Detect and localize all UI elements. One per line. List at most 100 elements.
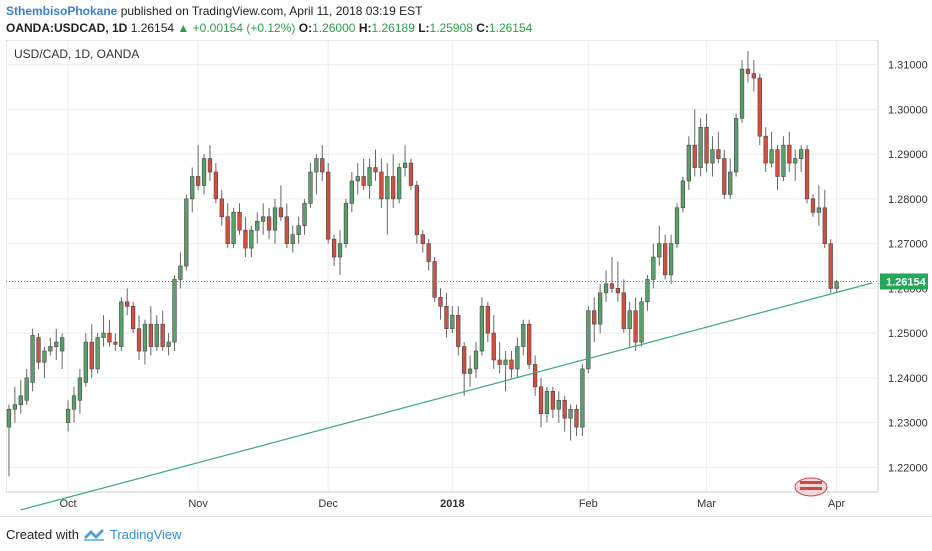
candle (609, 257, 615, 293)
candle (544, 386, 550, 423)
candle (420, 230, 425, 253)
y-tick-label: 1.22000 (888, 462, 928, 474)
candle (568, 404, 573, 441)
candle (603, 270, 609, 302)
candle-body (556, 399, 561, 410)
candle-body (580, 368, 585, 428)
candle-body (456, 314, 461, 347)
candle (444, 292, 449, 338)
candle-body (609, 283, 615, 289)
candle-body (160, 323, 165, 347)
high-label: H: (358, 21, 372, 35)
candle (24, 368, 29, 405)
candle-body (65, 408, 71, 423)
candle-body (674, 207, 680, 244)
y-tick-label: 1.28000 (888, 194, 928, 206)
candle-body (473, 350, 479, 370)
candle-body (190, 176, 195, 200)
candle (314, 154, 319, 195)
candle (733, 113, 739, 177)
candle-body (716, 149, 721, 159)
low-value: 1.25908 (429, 21, 473, 35)
candle-body (255, 220, 260, 231)
currency-flag-icon[interactable] (794, 477, 828, 497)
candlestick-chart[interactable]: 1.310001.300001.290001.280001.270001.260… (6, 40, 931, 515)
candle-body (373, 167, 378, 173)
candle-body (207, 158, 213, 173)
overlay-lines (6, 280, 878, 511)
candle-body (213, 171, 219, 200)
candle (225, 203, 230, 249)
candle (598, 283, 603, 334)
candle (255, 212, 260, 244)
candle (586, 306, 591, 374)
candle (828, 239, 833, 293)
tradingview-link[interactable]: TradingView (110, 527, 182, 542)
candle (793, 149, 798, 181)
candle (456, 306, 461, 356)
candle (408, 158, 414, 190)
candle-body (426, 243, 431, 262)
candle-body (781, 144, 786, 177)
candle-body (196, 176, 201, 186)
candle (402, 145, 408, 177)
candle (509, 351, 514, 378)
x-tick-label: Feb (579, 498, 598, 510)
candle (60, 333, 65, 369)
chart-area[interactable]: 1.310001.300001.290001.280001.270001.260… (6, 40, 931, 515)
candle (249, 225, 254, 258)
candle-body (337, 243, 343, 258)
y-tick-label: 1.27000 (888, 239, 928, 251)
candle-body (367, 167, 372, 186)
candle (379, 158, 384, 208)
author-link[interactable]: SthembisoPhokane (6, 4, 118, 18)
y-tick-label: 1.30000 (888, 104, 928, 116)
candle (385, 163, 390, 235)
candle-body (148, 323, 153, 347)
candle (627, 301, 632, 347)
candle (728, 158, 733, 199)
candle-body (101, 332, 106, 338)
candle (337, 230, 343, 275)
candle (538, 377, 544, 428)
candle-body (302, 203, 307, 227)
candle-body (692, 144, 697, 168)
candle (326, 163, 331, 244)
candle (272, 198, 278, 244)
candle-body (704, 126, 709, 164)
candle (473, 342, 479, 378)
candle-body (379, 171, 384, 200)
candle-body (527, 323, 532, 365)
candle-body (645, 279, 650, 303)
candle (615, 261, 621, 302)
candle-body (521, 323, 526, 347)
candle-body (6, 408, 12, 428)
candle (799, 145, 804, 173)
candle (775, 145, 780, 190)
candle-body (77, 377, 83, 401)
trendline[interactable] (20, 282, 873, 511)
candle-body (12, 404, 18, 410)
candle-body (544, 391, 550, 414)
candle-body (261, 216, 266, 222)
close-value: 1.26154 (488, 21, 533, 35)
candle-body (154, 323, 159, 347)
candle-body (763, 135, 768, 164)
candle-body (130, 305, 136, 329)
candle-body (432, 261, 437, 298)
candle-body (479, 305, 485, 352)
time-axis[interactable]: Oct Nov Dec 2018 Feb Mar Apr (60, 498, 846, 510)
candle (739, 60, 745, 123)
candle-body (651, 256, 656, 280)
close-label: C: (476, 21, 489, 35)
price-axis[interactable]: 1.310001.300001.290001.280001.270001.260… (880, 60, 928, 475)
created-with-text: Created with (6, 527, 79, 542)
candle-body (663, 243, 668, 276)
candle-body (491, 332, 496, 361)
candle (639, 297, 644, 347)
candle (485, 301, 490, 343)
tradingview-logo-icon[interactable] (82, 525, 106, 543)
candle (65, 400, 71, 432)
candles (6, 51, 839, 477)
candle-body (627, 310, 632, 329)
